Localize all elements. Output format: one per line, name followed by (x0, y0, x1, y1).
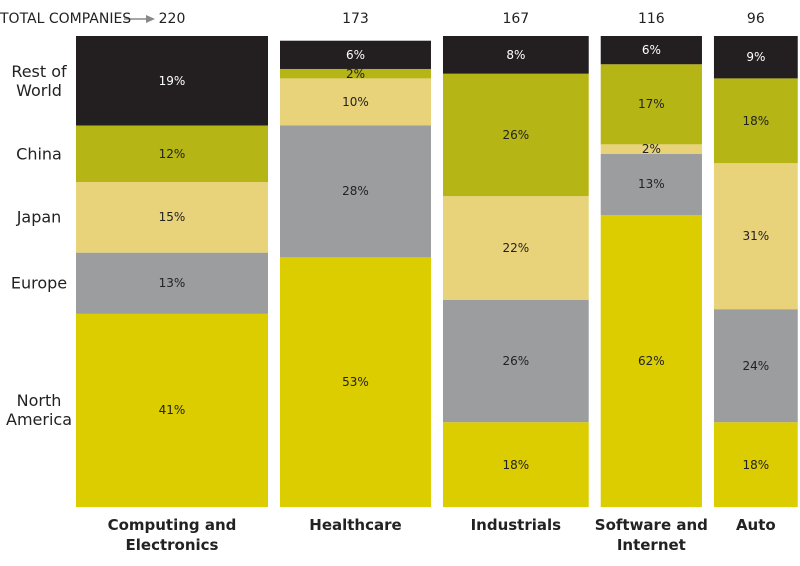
x-tick-label: Healthcare (309, 516, 402, 534)
bar-segment (600, 214, 702, 508)
value-label: 18% (742, 113, 770, 128)
value-label: 28% (342, 184, 369, 199)
value-label: 6% (345, 47, 366, 62)
legend-label: China (16, 144, 62, 164)
bar-segment (600, 144, 702, 154)
legend-label: Rest of World (11, 61, 67, 100)
value-label: 13% (158, 276, 186, 291)
value-label: 26% (502, 127, 530, 142)
bar-segment (442, 36, 589, 74)
value-label: 41% (158, 403, 186, 418)
total-label: 167 (502, 11, 530, 27)
bar-segment (76, 36, 268, 126)
bar-segment (280, 257, 431, 507)
value-label: 31% (742, 229, 770, 244)
value-label: 6% (641, 43, 661, 58)
bar-segment (713, 78, 798, 164)
bar-segment (280, 68, 431, 79)
value-label: 10% (342, 94, 369, 109)
value-label: 9% (746, 50, 766, 65)
bar-segment (713, 309, 798, 423)
bar-segment (713, 36, 798, 79)
legend-label: Japan (16, 207, 62, 227)
bar-segment (442, 73, 589, 197)
value-label: 18% (742, 457, 770, 472)
bar-segment (713, 163, 798, 310)
total-label: 173 (342, 11, 369, 27)
value-label: 53% (342, 375, 369, 390)
value-label: 2% (345, 66, 366, 81)
arrow-head (146, 15, 155, 23)
bar-segment (76, 313, 268, 507)
x-tick-label: Industrials (470, 516, 562, 534)
bar-segment (76, 252, 268, 314)
value-label: 13% (638, 177, 665, 192)
value-label: 18% (502, 457, 530, 472)
legend-label: Europe (10, 273, 68, 293)
bar-segment (600, 153, 702, 215)
x-tick-label: Computing and Electronics (107, 516, 237, 554)
x-tick-label: Auto (735, 516, 776, 534)
value-label: 24% (742, 358, 770, 373)
value-label: 26% (502, 353, 530, 368)
bar-segment (442, 196, 589, 300)
bar-segment (280, 40, 431, 69)
bar-segment (442, 299, 589, 423)
total-label: 116 (637, 11, 665, 27)
value-label: 8% (506, 47, 526, 62)
bar-segment (442, 422, 589, 507)
bar-segment (600, 36, 702, 65)
legend-label: North America (6, 391, 72, 430)
value-label: 15% (158, 210, 186, 225)
totals-label: TOTAL COMPANIES (0, 11, 132, 27)
bar-segment (76, 125, 268, 183)
x-tick-label: Software and Internet (594, 516, 708, 554)
bar-segment (280, 125, 431, 258)
value-label: 17% (638, 97, 665, 112)
bar-segment (713, 422, 798, 507)
total-label: 220 (158, 11, 186, 27)
value-label: 2% (641, 142, 661, 157)
bar-segment (280, 78, 431, 126)
bar-segment (600, 64, 702, 145)
value-label: 19% (158, 73, 186, 88)
value-label: 62% (638, 353, 665, 368)
bar-segment (76, 182, 268, 253)
value-label: 12% (158, 146, 186, 161)
value-label: 22% (502, 240, 530, 255)
total-label: 96 (746, 11, 765, 27)
